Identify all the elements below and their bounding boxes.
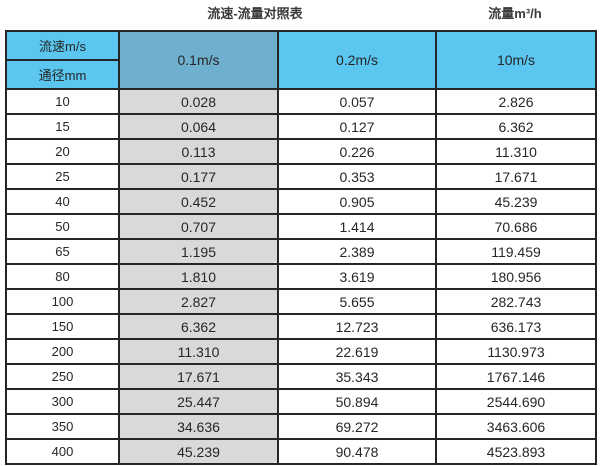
flow-unit-label: 流量m³/h xyxy=(488,6,542,21)
cell-diameter: 400 xyxy=(5,438,120,465)
cell-flow-0.1ms: 0.177 xyxy=(118,163,279,190)
cell-flow-0.1ms: 25.447 xyxy=(118,388,279,415)
header-velocity-label: 流速m/s xyxy=(5,30,120,61)
cell-flow-10ms: 2544.690 xyxy=(435,388,597,415)
header-row-bottom: 通径mm xyxy=(5,59,596,90)
cell-flow-0.2ms: 0.127 xyxy=(277,113,437,140)
cell-flow-0.2ms: 22.619 xyxy=(277,338,437,365)
cell-flow-0.2ms: 2.389 xyxy=(277,238,437,265)
table-row: 350 34.636 69.272 3463.606 xyxy=(5,413,597,440)
cell-diameter: 150 xyxy=(5,313,120,340)
cell-diameter: 20 xyxy=(5,138,120,165)
cell-flow-0.1ms: 1.195 xyxy=(118,238,279,265)
cell-flow-10ms: 636.173 xyxy=(435,313,597,340)
cell-diameter: 350 xyxy=(5,413,120,440)
table-row: 250 17.671 35.343 1767.146 xyxy=(5,363,597,390)
cell-flow-0.2ms: 5.655 xyxy=(277,288,437,315)
cell-flow-10ms: 45.239 xyxy=(435,188,597,215)
cell-flow-10ms: 282.743 xyxy=(435,288,597,315)
cell-flow-0.2ms: 50.894 xyxy=(277,388,437,415)
header-velocity-0.2: 0.2m/s xyxy=(277,30,437,90)
cell-flow-0.1ms: 34.636 xyxy=(118,413,279,440)
table-title: 流速-流量对照表 xyxy=(207,6,303,21)
cell-diameter: 50 xyxy=(5,213,120,240)
cell-flow-10ms: 6.362 xyxy=(435,113,597,140)
cell-flow-10ms: 1767.146 xyxy=(435,363,597,390)
cell-diameter: 10 xyxy=(5,88,120,115)
cell-diameter: 65 xyxy=(5,238,120,265)
table-header: 流速m/s 0.1m/s 0.2m/s 10m/s 通径mm xyxy=(5,30,597,90)
cell-flow-0.2ms: 69.272 xyxy=(277,413,437,440)
cell-flow-10ms: 70.686 xyxy=(435,213,597,240)
table-row: 300 25.447 50.894 2544.690 xyxy=(5,388,597,415)
cell-flow-0.2ms: 0.905 xyxy=(277,188,437,215)
cell-flow-0.1ms: 0.707 xyxy=(118,213,279,240)
cell-flow-0.2ms: 35.343 xyxy=(277,363,437,390)
cell-flow-0.1ms: 1.810 xyxy=(118,263,279,290)
cell-flow-0.1ms: 6.362 xyxy=(118,313,279,340)
cell-flow-0.2ms: 12.723 xyxy=(277,313,437,340)
cell-diameter: 15 xyxy=(5,113,120,140)
table-row: 80 1.810 3.619 180.956 xyxy=(5,263,597,290)
cell-flow-0.1ms: 17.671 xyxy=(118,363,279,390)
cell-diameter: 100 xyxy=(5,288,120,315)
table-row: 40 0.452 0.905 45.239 xyxy=(5,188,597,215)
table-body: 10 0.028 0.057 2.826 15 0.064 0.127 6.36… xyxy=(5,88,597,465)
table-row: 10 0.028 0.057 2.826 xyxy=(5,88,597,115)
table-row: 100 2.827 5.655 282.743 xyxy=(5,288,597,315)
flow-rate-table: 流速m/s 0.1m/s 0.2m/s 10m/s 通径mm 10 0.028 … xyxy=(5,30,597,465)
table-row: 150 6.362 12.723 636.173 xyxy=(5,313,597,340)
cell-flow-0.1ms: 11.310 xyxy=(118,338,279,365)
cell-flow-10ms: 1130.973 xyxy=(435,338,597,365)
cell-flow-0.2ms: 0.226 xyxy=(277,138,437,165)
cell-flow-10ms: 2.826 xyxy=(435,88,597,115)
cell-flow-10ms: 119.459 xyxy=(435,238,597,265)
cell-flow-0.1ms: 0.113 xyxy=(118,138,279,165)
table-row: 50 0.707 1.414 70.686 xyxy=(5,213,597,240)
table-row: 20 0.113 0.226 11.310 xyxy=(5,138,597,165)
cell-flow-0.2ms: 1.414 xyxy=(277,213,437,240)
cell-flow-0.1ms: 2.827 xyxy=(118,288,279,315)
cell-flow-10ms: 11.310 xyxy=(435,138,597,165)
cell-flow-0.1ms: 0.028 xyxy=(118,88,279,115)
table-row: 25 0.177 0.353 17.671 xyxy=(5,163,597,190)
cell-flow-10ms: 17.671 xyxy=(435,163,597,190)
header-velocity-10: 10m/s xyxy=(435,30,597,90)
cell-flow-0.1ms: 0.064 xyxy=(118,113,279,140)
cell-flow-0.1ms: 0.452 xyxy=(118,188,279,215)
header-diameter-label: 通径mm xyxy=(5,59,120,90)
table-row: 15 0.064 0.127 6.362 xyxy=(5,113,597,140)
cell-diameter: 300 xyxy=(5,388,120,415)
cell-flow-0.2ms: 0.057 xyxy=(277,88,437,115)
cell-flow-0.1ms: 45.239 xyxy=(118,438,279,465)
cell-diameter: 200 xyxy=(5,338,120,365)
cell-flow-0.2ms: 3.619 xyxy=(277,263,437,290)
cell-flow-0.2ms: 0.353 xyxy=(277,163,437,190)
cell-flow-10ms: 3463.606 xyxy=(435,413,597,440)
cell-diameter: 25 xyxy=(5,163,120,190)
cell-diameter: 80 xyxy=(5,263,120,290)
table-row: 65 1.195 2.389 119.459 xyxy=(5,238,597,265)
cell-diameter: 250 xyxy=(5,363,120,390)
cell-diameter: 40 xyxy=(5,188,120,215)
table-row: 400 45.239 90.478 4523.893 xyxy=(5,438,597,465)
cell-flow-0.2ms: 90.478 xyxy=(277,438,437,465)
header-velocity-0.1: 0.1m/s xyxy=(118,30,279,90)
table-row: 200 11.310 22.619 1130.973 xyxy=(5,338,597,365)
cell-flow-10ms: 4523.893 xyxy=(435,438,597,465)
cell-flow-10ms: 180.956 xyxy=(435,263,597,290)
header-row-top: 流速m/s 0.1m/s 0.2m/s 10m/s xyxy=(5,30,597,90)
